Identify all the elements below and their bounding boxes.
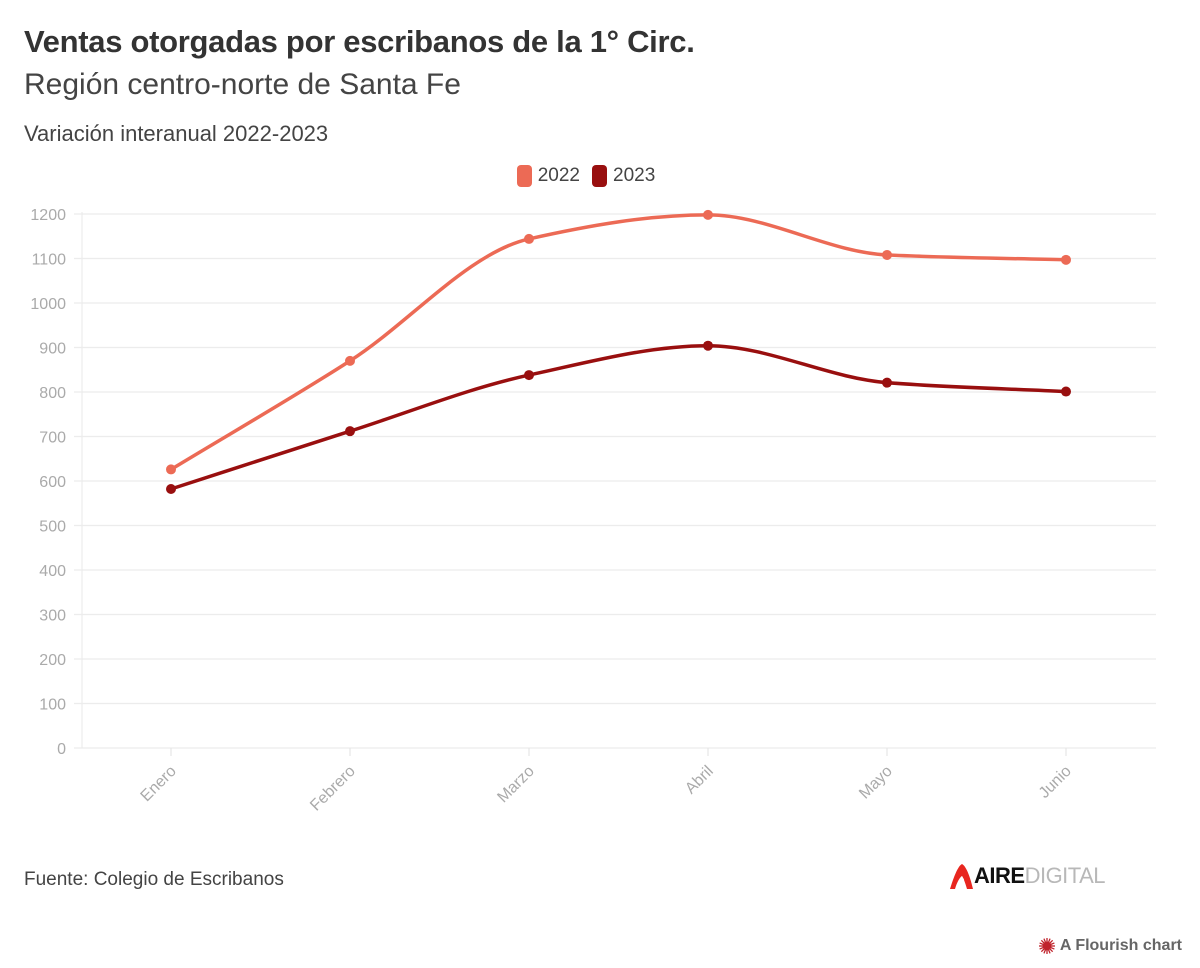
y-tick-label: 1200	[30, 207, 66, 224]
x-tick-label: Junio	[1036, 763, 1075, 802]
legend-item-2022[interactable]: 2022	[516, 165, 580, 187]
data-point-2022-abril[interactable]	[703, 209, 713, 220]
series-line-2022	[169, 213, 1068, 472]
series-line-2023	[169, 343, 1068, 491]
y-tick-label: 1000	[30, 296, 66, 313]
legend-label-2022: 2022	[537, 165, 580, 186]
y-tick-label: 1100	[32, 252, 67, 269]
data-point-2022-febrero[interactable]	[345, 355, 355, 366]
data-point-2023-abril[interactable]	[703, 340, 713, 351]
data-point-2022-junio[interactable]	[1061, 254, 1071, 265]
source-note: Fuente: Colegio de Escribanos	[24, 869, 284, 890]
data-point-2023-marzo[interactable]	[524, 370, 534, 381]
series-lines	[169, 213, 1068, 491]
data-point-2022-enero[interactable]	[166, 464, 176, 475]
flourish-icon	[1038, 938, 1055, 954]
y-tick-label: 100	[39, 697, 66, 714]
y-tick-label: 200	[39, 652, 66, 669]
flourish-credit[interactable]: A Flourish chart	[1038, 937, 1182, 955]
y-tick-label: 600	[39, 474, 66, 491]
x-tick-label: Febrero	[307, 763, 359, 815]
y-tick-label: 700	[39, 430, 66, 447]
y-axis: 0 100 200 300 400 500 600 700 800 900 1000 1100 1200	[30, 207, 66, 758]
data-point-2022-marzo[interactable]	[524, 233, 534, 244]
series-points	[166, 209, 1071, 495]
y-tick-label: 0	[57, 741, 66, 758]
chart-title: Ventas otorgadas por escribanos de la 1°…	[24, 24, 695, 59]
y-tick-label: 500	[39, 519, 66, 536]
data-point-2023-mayo[interactable]	[882, 377, 892, 388]
legend-label-2023: 2023	[613, 165, 656, 186]
legend-swatch-2022	[516, 165, 532, 187]
gridlines	[74, 212, 1156, 749]
data-point-2023-enero[interactable]	[166, 484, 176, 495]
legend: 2022 2023	[0, 165, 1172, 187]
logo-text-bold: AIRE	[974, 863, 1025, 888]
data-point-2022-mayo[interactable]	[882, 249, 892, 260]
x-tick-label: Marzo	[494, 763, 538, 807]
data-point-2023-junio[interactable]	[1061, 386, 1071, 397]
x-tick-label: Enero	[138, 763, 180, 805]
y-tick-label: 300	[39, 608, 66, 625]
y-tick-label: 800	[39, 385, 66, 402]
aire-logo-icon	[950, 864, 973, 889]
y-tick-label: 900	[39, 341, 66, 358]
logo-text-light: DIGITAL	[1024, 863, 1106, 888]
aire-digital-logo: AIRE DIGITAL	[948, 862, 1106, 890]
x-axis: Enero Febrero Marzo Abril Mayo Junio	[138, 748, 1075, 814]
data-point-2023-febrero[interactable]	[345, 426, 355, 437]
flourish-label: A Flourish chart	[1059, 937, 1182, 954]
x-tick-label: Abril	[682, 763, 717, 798]
chart-description: Variación interanual 2022-2023	[24, 121, 329, 146]
legend-item-2023[interactable]: 2023	[592, 165, 655, 187]
y-tick-label: 400	[39, 563, 66, 580]
chart-subtitle: Región centro-norte de Santa Fe	[24, 68, 461, 101]
legend-swatch-2023	[592, 165, 607, 187]
x-tick-label: Mayo	[856, 763, 896, 803]
